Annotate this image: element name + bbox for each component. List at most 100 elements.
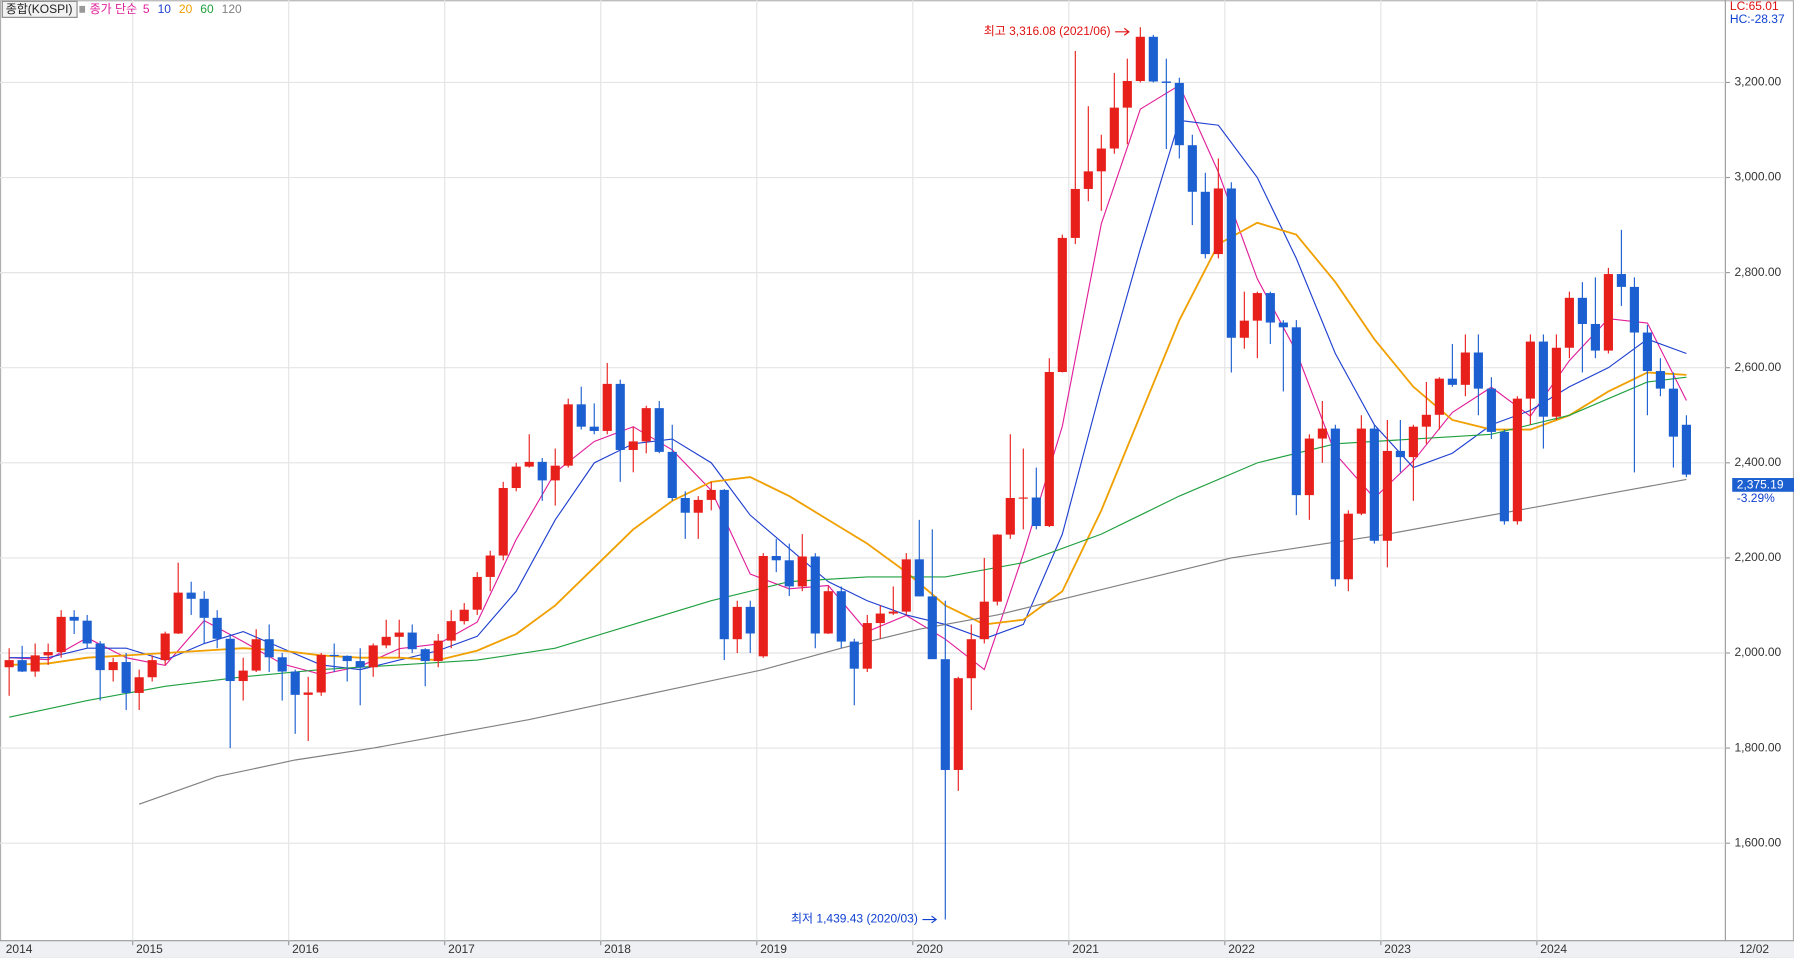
candle-body	[290, 671, 300, 695]
candle-body	[4, 660, 14, 668]
candle-body	[381, 636, 391, 646]
candle-body	[1057, 237, 1067, 372]
candle-body	[160, 633, 170, 661]
candle-body	[134, 677, 144, 693]
candle-body	[1525, 341, 1535, 399]
legend-entry: 10	[158, 2, 172, 16]
candle-body	[641, 408, 651, 442]
candle-body	[1603, 274, 1613, 351]
candle-body	[238, 670, 248, 682]
candle-body	[459, 609, 469, 622]
candle-body	[1122, 81, 1132, 108]
candle-body	[992, 534, 1002, 602]
legend-entry: 120	[222, 2, 242, 16]
candle-body	[56, 616, 66, 653]
candle-body	[667, 451, 677, 498]
candle-body	[355, 661, 365, 668]
candle-body	[82, 620, 92, 644]
candle-body	[940, 659, 950, 770]
candle-body	[69, 616, 79, 621]
candle-body	[1642, 332, 1652, 372]
candle-body	[693, 499, 703, 513]
candle-body	[147, 660, 157, 678]
candle-body	[1590, 323, 1600, 351]
annotation-arrow	[1115, 27, 1130, 36]
x-tick-label: 2017	[448, 942, 475, 956]
moving-average-line	[138, 478, 1687, 805]
candle-body	[1408, 426, 1418, 458]
candle-body	[1356, 428, 1366, 514]
x-tick-label: 2020	[916, 942, 943, 956]
candle-body	[485, 555, 495, 577]
candle-body	[277, 657, 287, 672]
y-tick-label: 1,600.00	[1735, 835, 1782, 849]
y-tick-label: 2,200.00	[1735, 550, 1782, 564]
candle-body	[1486, 388, 1496, 432]
candle-body	[420, 649, 430, 662]
candle-body	[1174, 82, 1184, 146]
current-price-label: 2,375.19	[1737, 478, 1784, 492]
candle-body	[732, 606, 742, 640]
candle-body	[524, 461, 534, 467]
candle-body	[1304, 438, 1314, 496]
y-tick-label: 2,600.00	[1735, 360, 1782, 374]
candle-body	[1629, 286, 1639, 333]
candle-body	[1551, 347, 1561, 417]
candle-body	[1499, 431, 1509, 522]
annotation-low: 최저 1,439.43 (2020/03)	[791, 912, 918, 926]
candle-body	[1668, 388, 1678, 437]
annotation-high: 최고 3,316.08 (2021/06)	[984, 24, 1111, 38]
candle-body	[95, 643, 105, 671]
legend-entry: 5	[143, 2, 150, 16]
candle-body	[498, 488, 508, 556]
candle-body	[407, 632, 417, 650]
y-tick-label: 2,400.00	[1735, 455, 1782, 469]
candle-body	[1447, 378, 1457, 385]
candle-body	[1616, 274, 1626, 287]
x-tick-label: 2021	[1072, 942, 1099, 956]
candle-body	[615, 383, 625, 450]
legend-swatch	[79, 5, 86, 13]
candle-body	[771, 556, 781, 561]
candle-body	[654, 408, 664, 452]
candle-body	[1265, 293, 1275, 323]
candle-body	[1434, 378, 1444, 415]
candle-body	[758, 556, 768, 657]
candle-body	[1239, 320, 1249, 338]
candle-body	[1317, 428, 1327, 439]
candle-body	[1278, 322, 1288, 328]
candle-body	[979, 601, 989, 640]
candle-body	[1252, 293, 1262, 321]
candle-body	[251, 639, 261, 671]
current-change: -3.29%	[1737, 491, 1775, 505]
candle-body	[1330, 428, 1340, 580]
candle-body	[953, 678, 963, 770]
candle-body	[797, 556, 807, 587]
candle-body	[1070, 188, 1080, 238]
candle-body	[173, 592, 183, 634]
x-axis-band	[0, 940, 1794, 958]
legend-box	[1, 0, 78, 18]
legend-ma-label: 종가 단순	[90, 2, 138, 16]
candle-body	[1538, 341, 1548, 417]
candle-body	[836, 591, 846, 642]
candle-body	[914, 559, 924, 597]
candle-body	[1681, 424, 1691, 475]
candle-body	[108, 662, 118, 671]
candle-body	[511, 466, 521, 489]
candle-body	[212, 617, 222, 639]
legend-entry: 20	[179, 2, 193, 16]
candle-body	[1655, 371, 1665, 389]
grid	[0, 0, 1730, 946]
marks	[4, 27, 1691, 920]
candle-body	[394, 632, 404, 637]
candle-body	[121, 662, 131, 693]
indicator-label: LC:65.01	[1730, 0, 1779, 13]
candle-body	[719, 489, 729, 640]
y-tick-label: 3,000.00	[1735, 170, 1782, 184]
legend-title: 종합(KOSPI)	[6, 2, 73, 16]
